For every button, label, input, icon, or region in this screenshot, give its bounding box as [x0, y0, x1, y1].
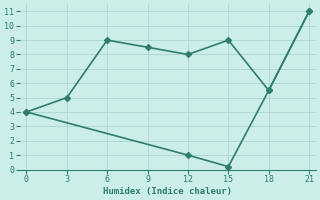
- X-axis label: Humidex (Indice chaleur): Humidex (Indice chaleur): [103, 187, 232, 196]
